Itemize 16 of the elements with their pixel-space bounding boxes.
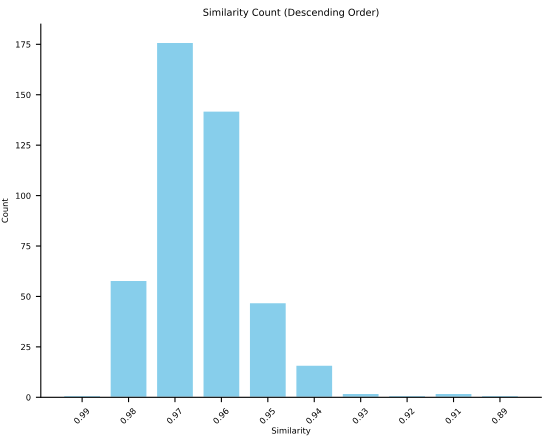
- y-axis-title: Count: [2, 198, 8, 223]
- bar: [156, 42, 194, 398]
- bar: [202, 110, 241, 398]
- y-tick-label: 125: [16, 142, 30, 148]
- y-tick-label: 50: [21, 293, 31, 300]
- bar: [248, 302, 288, 398]
- y-tick-label: 25: [21, 344, 30, 350]
- x-axis-title: Similarity: [272, 427, 310, 436]
- bar: [294, 364, 334, 398]
- y-tick-label: 0: [26, 394, 31, 401]
- y-tick-label: 150: [16, 92, 31, 98]
- y-tick-label: 75: [21, 243, 30, 250]
- y-tick-label: 175: [16, 41, 30, 48]
- bar: [109, 280, 148, 398]
- y-tick-label: 100: [16, 192, 31, 199]
- chart-title: Similarity Count (Descending Order): [203, 8, 378, 18]
